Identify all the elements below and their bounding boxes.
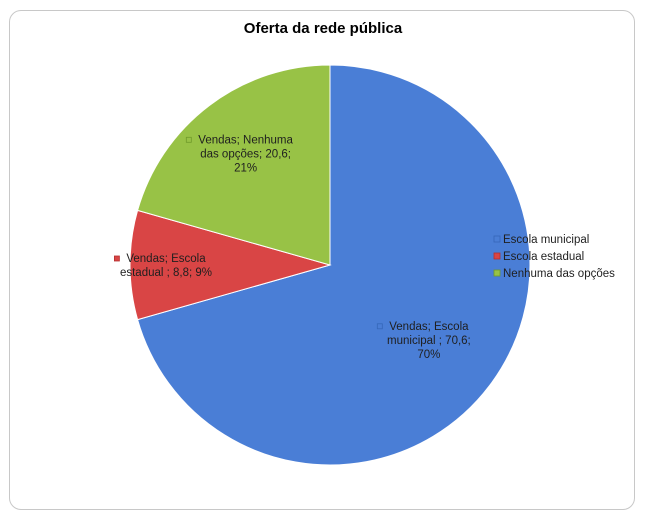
legend: Escola municipal Escola estadual Nenhuma d… bbox=[493, 234, 615, 280]
pie-slices bbox=[129, 64, 531, 466]
data-label-line: estadual ; 8,8; 9% bbox=[120, 267, 212, 279]
legend-label: Escola municipal bbox=[503, 234, 589, 246]
data-label-marker-1 bbox=[376, 323, 383, 330]
data-label-1: Vendas; Escola municipal ; 70,6; 70% bbox=[376, 321, 471, 361]
chart-title: Oferta da rede pública bbox=[243, 20, 403, 37]
data-label-line: Vendas; Escola bbox=[126, 253, 206, 265]
legend-item-2: Escola estadual bbox=[493, 251, 584, 263]
data-label-line: 70% bbox=[417, 349, 440, 361]
legend-swatch bbox=[493, 235, 501, 243]
pie-slice-3 bbox=[136, 64, 331, 266]
data-label-2: Vendas; Escola estadual ; 8,8; 9% bbox=[114, 253, 212, 279]
pie-slice-1 bbox=[136, 64, 531, 466]
legend-label: Escola estadual bbox=[503, 251, 584, 263]
data-label-marker-3 bbox=[185, 136, 192, 143]
data-label-line: municipal ; 70,6; bbox=[387, 335, 471, 347]
legend-item-3: Nenhuma das opções bbox=[493, 268, 615, 280]
data-label-line: Vendas; Nenhuma bbox=[198, 134, 293, 146]
data-label-3: Vendas; Nenhuma das opções; 20,6; 21% bbox=[185, 134, 294, 174]
legend-swatch bbox=[493, 269, 501, 277]
data-label-line: das opções; 20,6; bbox=[200, 148, 291, 160]
legend-label: Nenhuma das opções bbox=[503, 268, 615, 280]
data-label-marker-2 bbox=[114, 255, 120, 262]
pie-slice-2 bbox=[129, 209, 332, 321]
legend-swatch bbox=[493, 252, 501, 260]
data-label-line: 21% bbox=[234, 162, 257, 174]
data-label-line: Vendas; Escola bbox=[389, 321, 469, 333]
legend-item-1: Escola municipal bbox=[493, 234, 589, 246]
